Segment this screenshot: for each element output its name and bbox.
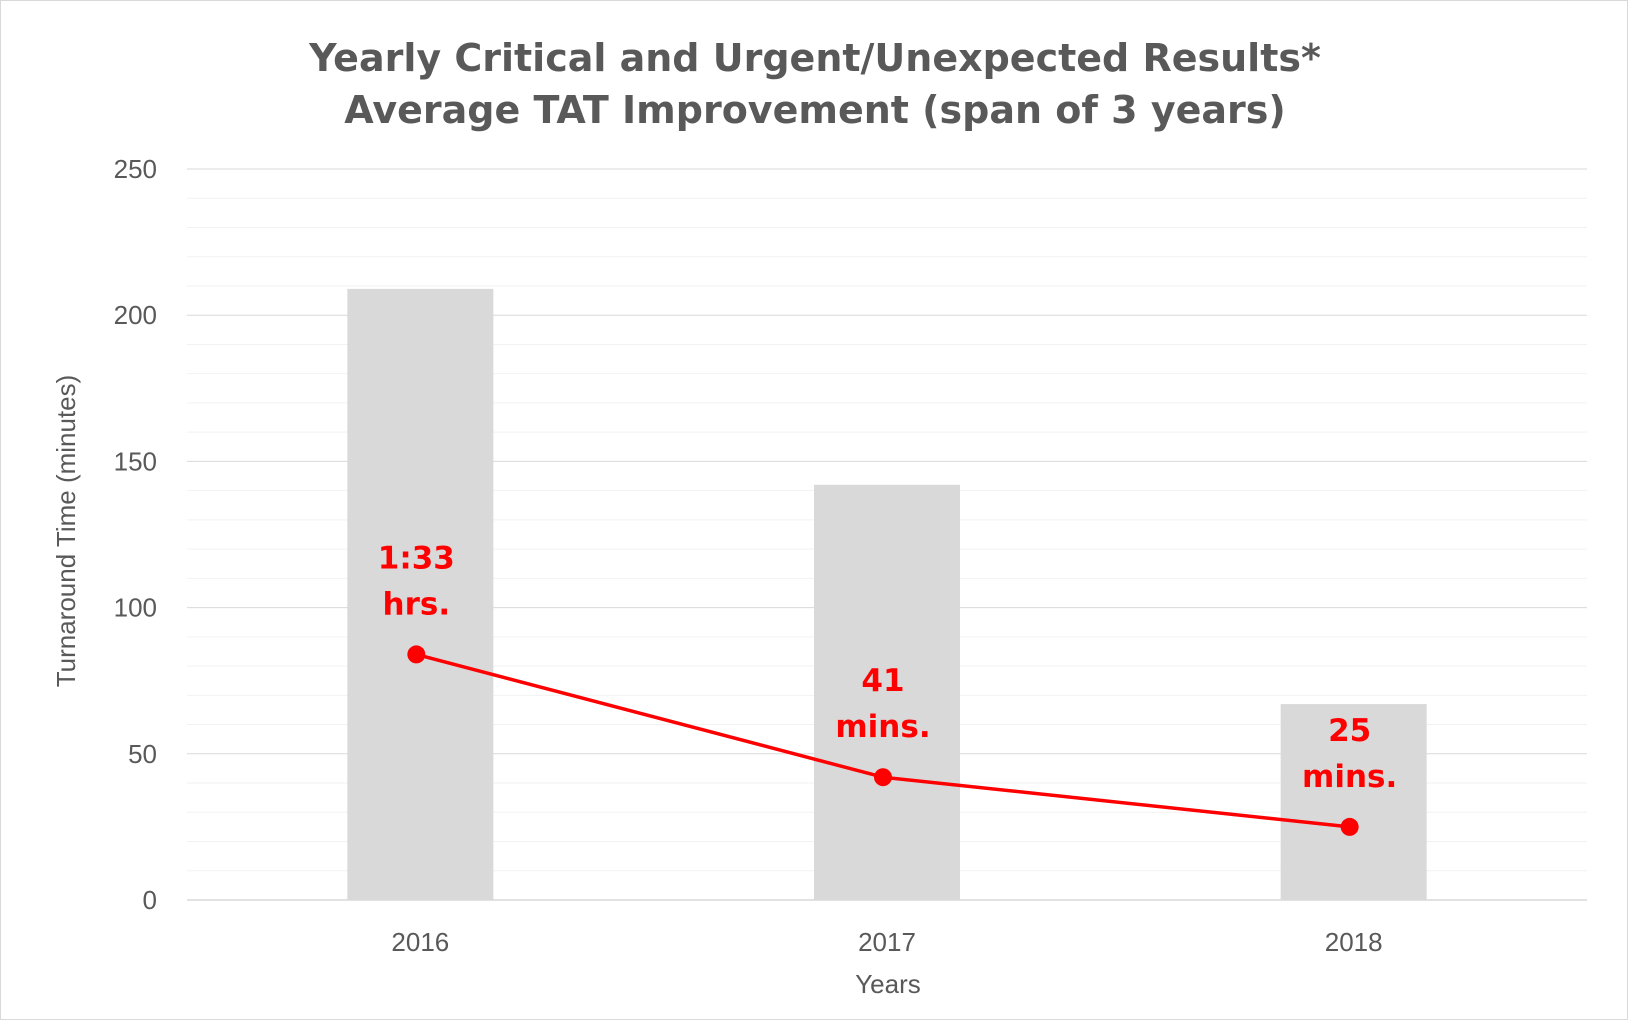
line-point-2016 (407, 645, 426, 664)
bars (347, 288, 1427, 900)
y-axis-label: Turnaround Time (minutes) (51, 375, 81, 688)
y-tick-label: 150 (114, 446, 157, 476)
data-label-2018: mins. (1302, 759, 1397, 795)
data-label-2017: 41 (861, 663, 904, 699)
x-tick-label: 2017 (858, 927, 916, 957)
y-tick-label: 200 (114, 300, 157, 330)
x-axis-ticks: 2016 2017 2018 (391, 927, 1382, 957)
bar-2017 (814, 484, 960, 900)
bar-2016 (347, 288, 494, 900)
x-tick-label: 2018 (1325, 927, 1383, 957)
data-label-2017: mins. (835, 709, 930, 745)
data-label-2016: 1:33 (378, 540, 455, 576)
y-tick-label: 250 (114, 154, 157, 184)
x-tick-label: 2016 (391, 927, 449, 957)
y-tick-label: 100 (114, 593, 157, 623)
trend-line: 1:33 hrs. 41 mins. 25 mins. (378, 540, 1397, 836)
data-label-2016: hrs. (383, 586, 451, 622)
line-point-2018 (1340, 817, 1359, 836)
chart-title-line-2: Average TAT Improvement (span of 3 years… (344, 88, 1285, 132)
x-axis-label: Years (855, 969, 921, 999)
y-axis-ticks: 0 50 100 150 200 250 (114, 154, 157, 915)
bar-2018 (1280, 704, 1427, 900)
data-label-2018: 25 (1328, 713, 1371, 749)
y-tick-label: 0 (143, 885, 157, 915)
chart-title: Yearly Critical and Urgent/Unexpected Re… (308, 36, 1321, 132)
chart-title-line-1: Yearly Critical and Urgent/Unexpected Re… (308, 36, 1321, 80)
y-tick-label: 50 (128, 739, 157, 769)
line-point-2017 (874, 768, 892, 787)
